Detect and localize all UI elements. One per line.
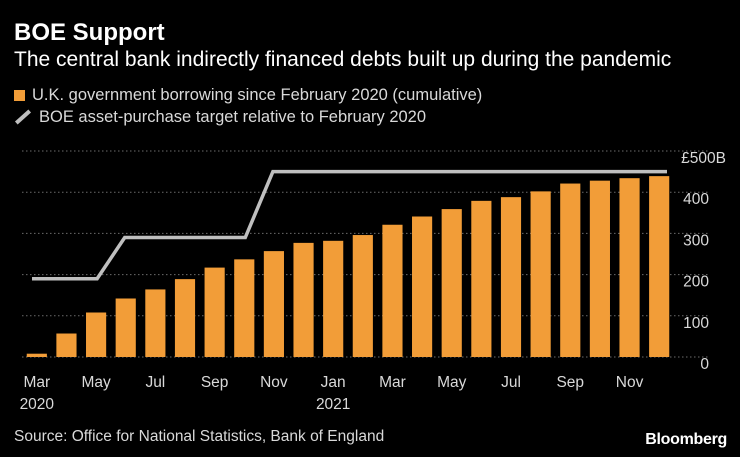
bar xyxy=(619,178,640,357)
bar xyxy=(145,289,166,357)
bar-swatch-icon xyxy=(14,89,25,101)
bar xyxy=(293,242,314,357)
y-tick-label: 0 xyxy=(700,356,709,373)
bar xyxy=(174,279,196,357)
x-tick-label: Jul xyxy=(145,374,165,391)
bar xyxy=(204,267,225,357)
bar xyxy=(589,180,610,357)
y-tick-label: 300 xyxy=(683,232,709,249)
chart-title: BOE Support xyxy=(14,19,165,46)
bar xyxy=(26,353,47,357)
x-tick-year-label: 2021 xyxy=(316,396,350,413)
y-tick-label: 100 xyxy=(683,315,709,332)
bar xyxy=(352,235,373,357)
legend-label-target: BOE asset-purchase target relative to Fe… xyxy=(39,107,427,126)
bar xyxy=(323,240,344,357)
x-tick-label: Sep xyxy=(201,374,229,391)
y-unit-label: £500B xyxy=(681,150,726,167)
bar xyxy=(234,259,255,357)
x-tick-label: Jan xyxy=(321,374,346,391)
x-tick-year-label: 2020 xyxy=(20,396,55,413)
x-tick-label: Sep xyxy=(556,374,584,391)
chart-subtitle: The central bank indirectly financed deb… xyxy=(14,48,672,71)
x-tick-label: Mar xyxy=(379,374,406,391)
x-tick-label: Jul xyxy=(501,374,521,391)
x-tick-label: Nov xyxy=(616,374,644,391)
bar xyxy=(56,333,77,357)
x-tick-label: Nov xyxy=(260,374,288,391)
bar xyxy=(441,209,462,357)
legend-item-target: BOE asset-purchase target relative to Fe… xyxy=(14,106,482,128)
legend: U.K. government borrowing since February… xyxy=(14,84,482,128)
bloomberg-logo: Bloomberg xyxy=(645,431,727,448)
source-note: Source: Office for National Statistics, … xyxy=(14,428,385,445)
bar xyxy=(649,176,670,357)
y-tick-label: 400 xyxy=(683,191,709,208)
bar xyxy=(560,183,581,357)
bar xyxy=(115,298,136,357)
bar xyxy=(500,197,522,357)
bar xyxy=(530,191,551,357)
bar xyxy=(412,216,433,357)
y-tick-label: 200 xyxy=(683,274,709,291)
target-line xyxy=(32,169,667,281)
bar xyxy=(263,251,284,357)
legend-item-borrowing: U.K. government borrowing since February… xyxy=(14,84,482,106)
x-tick-label: May xyxy=(437,374,467,391)
bar xyxy=(471,200,492,357)
bar xyxy=(86,312,107,357)
legend-label-borrowing: U.K. government borrowing since February… xyxy=(32,85,483,104)
bar xyxy=(382,224,403,357)
x-tick-label: May xyxy=(81,374,111,391)
x-tick-label: Mar xyxy=(23,374,50,391)
